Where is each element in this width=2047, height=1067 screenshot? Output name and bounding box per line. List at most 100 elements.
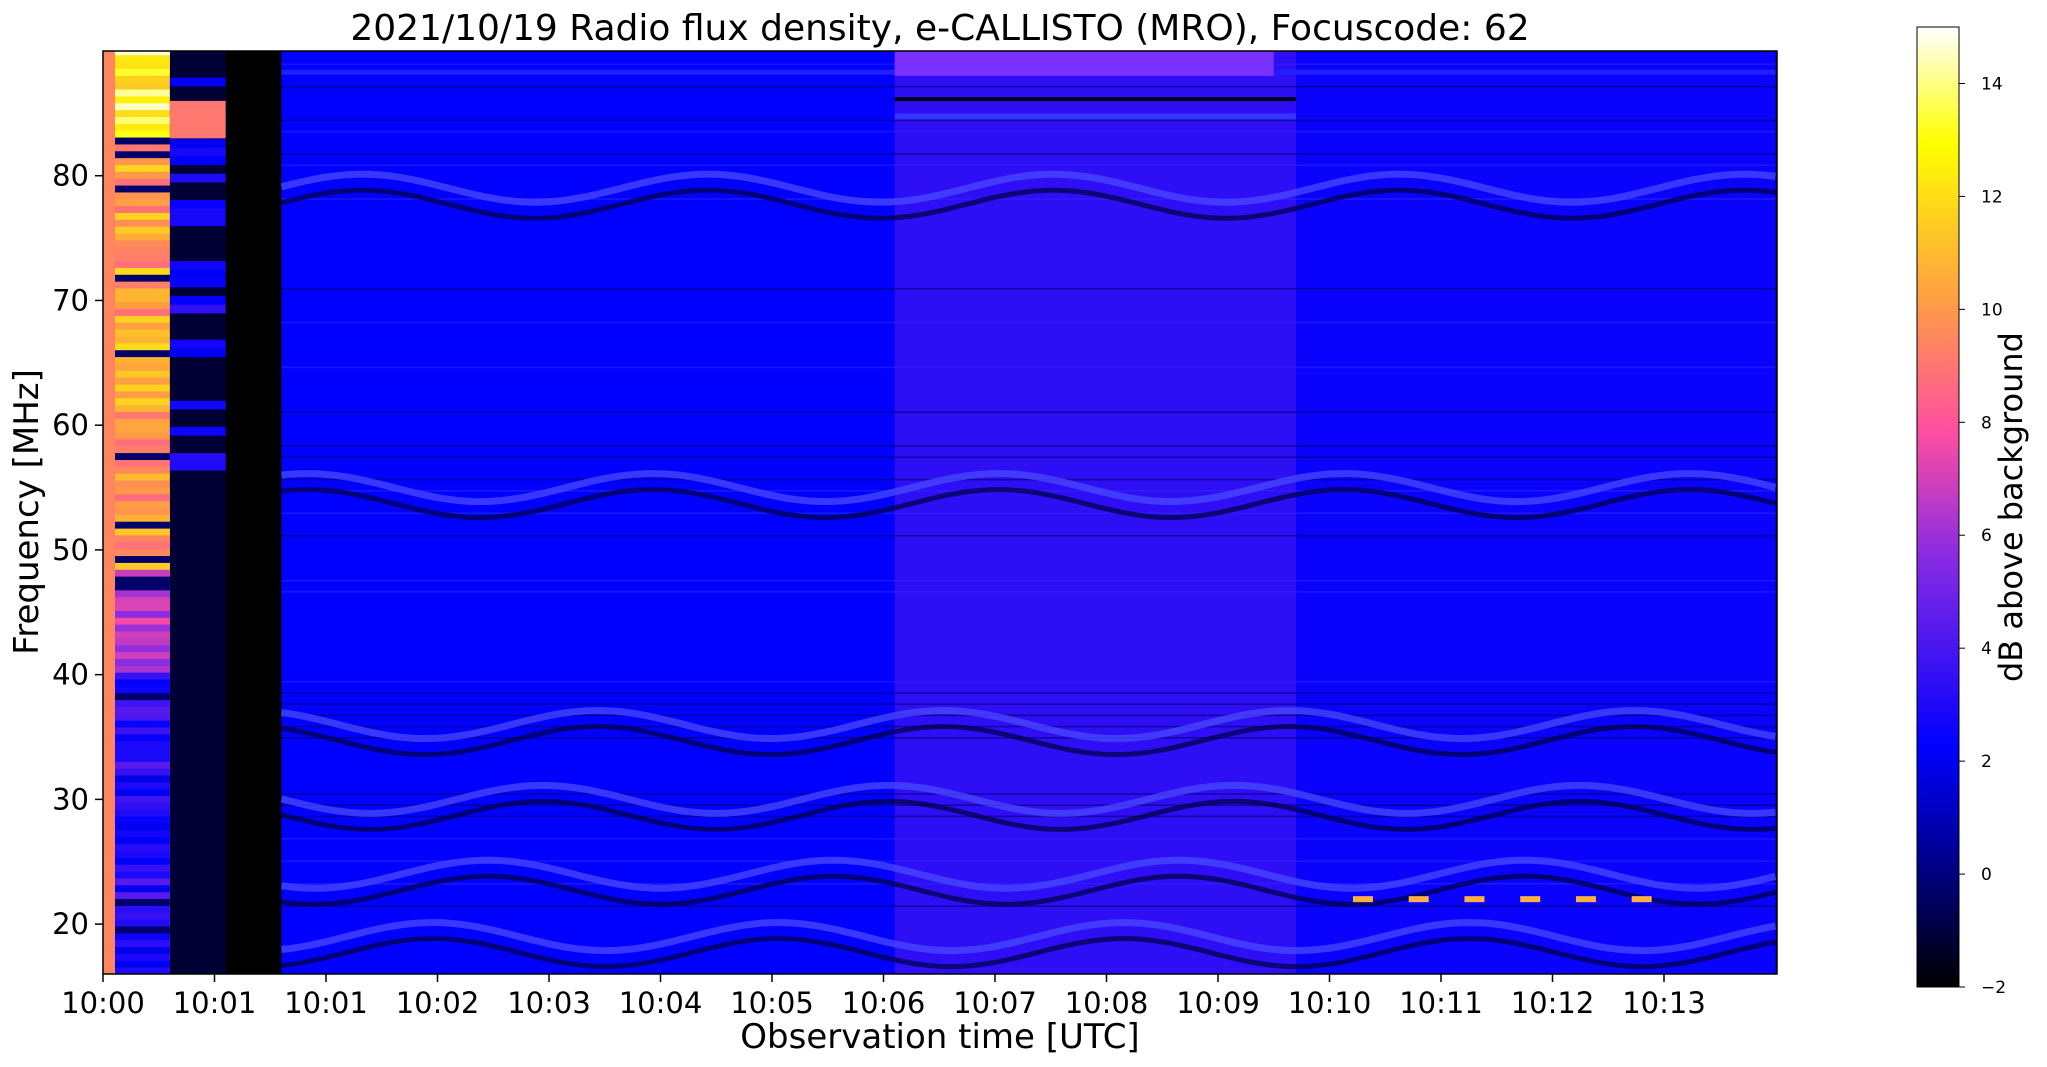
- bright-mark: [1464, 896, 1485, 903]
- channel-stripe: [169, 417, 226, 427]
- burst-stripe: [115, 75, 170, 83]
- x-tick-label: 10:13: [1622, 986, 1706, 1020]
- burst-stripe: [115, 102, 170, 111]
- burst-stripe: [115, 68, 170, 76]
- band-line: [281, 411, 1776, 414]
- ripple-band: [280, 856, 1777, 892]
- band-line: [894, 97, 1297, 102]
- colorbar-tick-label: 0: [1981, 865, 1992, 885]
- x-tick-label: 10:12: [1511, 986, 1595, 1020]
- burst-stripe: [115, 130, 170, 138]
- channel-stripe: [169, 155, 226, 166]
- burst-stripe: [115, 953, 170, 961]
- channel-stripe: [169, 138, 226, 148]
- band-line: [281, 478, 1776, 481]
- channel-stripe: [169, 330, 226, 340]
- ripple-band: [280, 781, 1776, 817]
- band-line: [281, 534, 1776, 537]
- burst-stripe: [115, 342, 170, 351]
- burst-stripe: [115, 939, 170, 948]
- band-line: [281, 366, 1776, 369]
- band-line: [281, 85, 1776, 88]
- burst-stripe: [115, 843, 170, 852]
- burst-stripe: [115, 507, 170, 515]
- band-line: [281, 512, 1776, 515]
- burst-stripe: [115, 82, 170, 90]
- burst-stripe: [115, 541, 170, 550]
- burst-stripe: [115, 486, 170, 495]
- burst-stripe: [115, 473, 170, 481]
- colorbar-tick-label: 10: [1981, 300, 2003, 320]
- ripple-band-dark: [281, 873, 1777, 907]
- segment-2: [225, 51, 282, 974]
- spectrogram-segments: [103, 51, 1776, 974]
- burst-stripe: [115, 377, 170, 385]
- channel-stripe: [169, 286, 226, 296]
- burst-stripe: [115, 637, 170, 646]
- chart-title: 2021/10/19 Radio flux density, e-CALLIST…: [350, 8, 1529, 49]
- bright-mark: [1520, 896, 1541, 903]
- burst-stripe: [115, 150, 170, 159]
- burst-stripe: [115, 171, 170, 179]
- plot-frame: [102, 50, 1778, 975]
- ripple-band-dark: [281, 723, 1776, 757]
- burst-stripe: [115, 137, 170, 145]
- burst-stripe: [115, 946, 170, 954]
- burst-stripe: [115, 521, 170, 529]
- channel-stripe: [169, 470, 226, 480]
- channel-stripe: [169, 85, 226, 96]
- burst-stripe: [115, 445, 170, 454]
- burst-stripe: [115, 802, 170, 810]
- burst-stripe: [115, 905, 170, 913]
- colorbar-tick-label: 2: [1981, 752, 1992, 772]
- burst-stripe: [115, 390, 170, 399]
- x-tick-label: 10:10: [1288, 986, 1372, 1020]
- bright-mark: [1352, 896, 1373, 903]
- burst-stripe: [115, 967, 170, 974]
- burst-stripe: [115, 562, 170, 570]
- burst-stripe: [115, 685, 170, 694]
- burst-stripe: [115, 534, 170, 543]
- burst-stripe: [115, 356, 170, 364]
- channel-stripe: [169, 426, 226, 436]
- burst-stripe: [115, 308, 170, 316]
- burst-stripe: [115, 912, 170, 920]
- band-line: [281, 860, 1776, 863]
- bright-mark: [1408, 896, 1429, 903]
- burst-stripe: [115, 397, 170, 406]
- burst-stripe: [115, 411, 170, 419]
- channel-stripe: [169, 400, 226, 410]
- burst-stripe: [115, 274, 170, 282]
- colorbar-tick-label: −2: [1981, 978, 2006, 998]
- burst-stripe: [115, 747, 170, 755]
- burst-stripe: [115, 315, 170, 323]
- burst-stripe: [115, 425, 170, 433]
- ripple-band: [280, 706, 1776, 742]
- channel-stripe: [169, 339, 226, 349]
- burst-stripe: [115, 418, 170, 426]
- burst-stripe: [115, 459, 170, 467]
- x-tick-label: 10:02: [396, 986, 480, 1020]
- channel-stripe: [169, 243, 226, 253]
- channel-stripe: [169, 225, 226, 235]
- band-line: [894, 113, 1297, 120]
- burst-stripe: [115, 884, 170, 893]
- burst-stripe: [115, 349, 170, 358]
- band-line: [281, 321, 1776, 324]
- channel-stripe: [169, 190, 226, 200]
- channel-stripe: [169, 461, 226, 471]
- y-axis-label: Frequency [MHz]: [7, 369, 47, 655]
- burst-stripe: [115, 404, 170, 412]
- band-line: [281, 815, 1776, 818]
- colorbar-tick-label: 12: [1981, 187, 2003, 207]
- channel-stripe: [169, 374, 226, 384]
- colorbar-ticks: −2 0 2 4 6 8 10 12 14: [1959, 74, 2006, 998]
- x-tick-label: 10:00: [61, 986, 145, 1020]
- burst-stripe: [115, 919, 170, 927]
- burst-stripe: [115, 452, 170, 460]
- burst-stripe: [115, 267, 170, 275]
- ripple-band: [281, 919, 1776, 955]
- band-line: [894, 51, 1274, 76]
- burst-stripe: [115, 706, 170, 714]
- burst-stripe: [115, 493, 170, 502]
